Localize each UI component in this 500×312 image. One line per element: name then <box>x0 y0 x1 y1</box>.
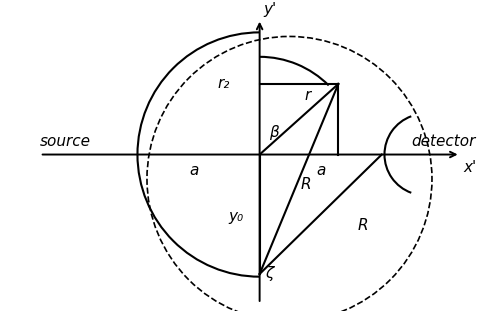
Text: y₀: y₀ <box>228 209 244 224</box>
Text: ζ: ζ <box>265 266 274 281</box>
Text: x': x' <box>463 160 476 175</box>
Text: β: β <box>269 125 279 140</box>
Text: a: a <box>190 163 199 178</box>
Text: y': y' <box>264 2 277 17</box>
Text: detector: detector <box>412 134 476 149</box>
Text: R: R <box>300 177 311 192</box>
Text: a: a <box>316 163 326 178</box>
Text: r: r <box>304 88 310 103</box>
Text: r₂: r₂ <box>218 76 230 91</box>
Text: R: R <box>358 217 368 233</box>
Text: source: source <box>40 134 90 149</box>
